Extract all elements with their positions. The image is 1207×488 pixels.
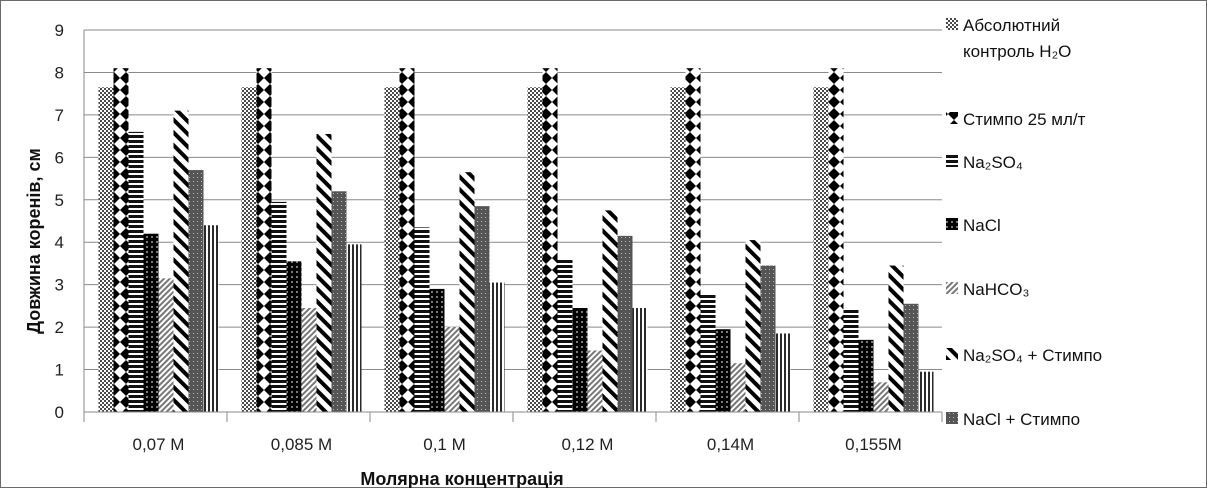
bar [760, 265, 776, 412]
bar [429, 288, 445, 412]
bar [587, 350, 603, 412]
bar [617, 235, 633, 412]
legend-swatch [946, 282, 958, 294]
x-tick-label: 0,155M [845, 435, 902, 454]
bar [241, 87, 257, 413]
y-tick-label: 2 [55, 318, 64, 337]
bar [527, 87, 543, 413]
bar [188, 170, 204, 412]
legend-label: Na₂SO₄ + Стимпо [963, 346, 1102, 365]
y-tick-label: 1 [55, 361, 64, 380]
bar [813, 87, 829, 413]
bar [888, 265, 904, 412]
bar [858, 339, 874, 412]
bar [128, 131, 144, 412]
legend-swatch [946, 218, 958, 230]
bar [715, 329, 731, 412]
legend-label: NaCl [963, 216, 1001, 235]
y-tick-label: 7 [55, 106, 64, 125]
bar [572, 308, 588, 412]
y-axis-title: Довжина коренів, см [24, 148, 44, 334]
bar [444, 327, 460, 412]
bar [384, 87, 400, 413]
bars [98, 68, 934, 413]
bar [918, 371, 934, 412]
bar [542, 68, 558, 412]
bar [256, 68, 272, 412]
bar [286, 261, 302, 412]
legend-swatch [946, 155, 958, 167]
legend-label: Абсолютний [963, 16, 1060, 35]
y-tick-label: 0 [55, 403, 64, 422]
bar [331, 191, 347, 412]
y-tick-label: 8 [55, 63, 64, 82]
bar [173, 110, 189, 413]
bar [143, 233, 159, 412]
y-tick-label: 4 [55, 233, 64, 252]
bar [158, 278, 174, 412]
legend-swatch [946, 348, 958, 360]
bar [685, 68, 701, 412]
y-tick-label: 3 [55, 276, 64, 295]
bar [203, 225, 219, 412]
x-tick-label: 0,1 M [423, 435, 466, 454]
legend-label: NaHCO₃ [963, 280, 1029, 299]
bar [474, 206, 490, 412]
grid-lines [84, 29, 942, 371]
y-tick-label: 9 [55, 21, 64, 40]
bar [775, 333, 791, 412]
legend-swatch [946, 112, 958, 124]
bar [745, 240, 761, 412]
bar [98, 87, 114, 413]
legend-label: NaCl + Стимпо [963, 410, 1080, 429]
x-tick-label: 0,085 M [271, 435, 332, 454]
y-tick-label: 5 [55, 191, 64, 210]
bar [271, 201, 287, 412]
x-axis-title: Молярна концентрація [360, 469, 563, 488]
bar [489, 282, 505, 412]
bar [670, 87, 686, 413]
bar [316, 133, 332, 412]
bar [399, 68, 415, 412]
bar [828, 68, 844, 412]
bar [632, 308, 648, 412]
bar [301, 308, 317, 412]
bar [873, 382, 889, 412]
bar [414, 227, 430, 412]
bar [459, 172, 475, 412]
legend-swatch [946, 18, 958, 30]
legend-swatch [946, 412, 958, 424]
legend-label: Na₂SO₄ [963, 153, 1023, 172]
x-tick-label: 0,12 M [562, 435, 614, 454]
x-tick-label: 0,07 M [133, 435, 185, 454]
legend-label: контроль H₂O [963, 42, 1071, 61]
legend: Абсолютний контроль H₂O Стимпо 25 мл/т Na₂S… [946, 16, 1102, 429]
x-tick-label: 0,14M [707, 435, 754, 454]
bar [700, 293, 716, 412]
bar [730, 363, 746, 412]
bar [346, 244, 362, 412]
bar [903, 303, 919, 412]
axes: 0 1 2 3 4 5 6 7 8 9 0,07 M 0,085 M 0,1 M 0,12 M 0,14M 0… [55, 21, 943, 454]
bar [557, 259, 573, 412]
bar [602, 210, 618, 412]
bar [113, 68, 129, 412]
bar [843, 309, 859, 412]
legend-label: Стимпо 25 мл/т [963, 110, 1086, 129]
y-tick-label: 6 [55, 148, 64, 167]
